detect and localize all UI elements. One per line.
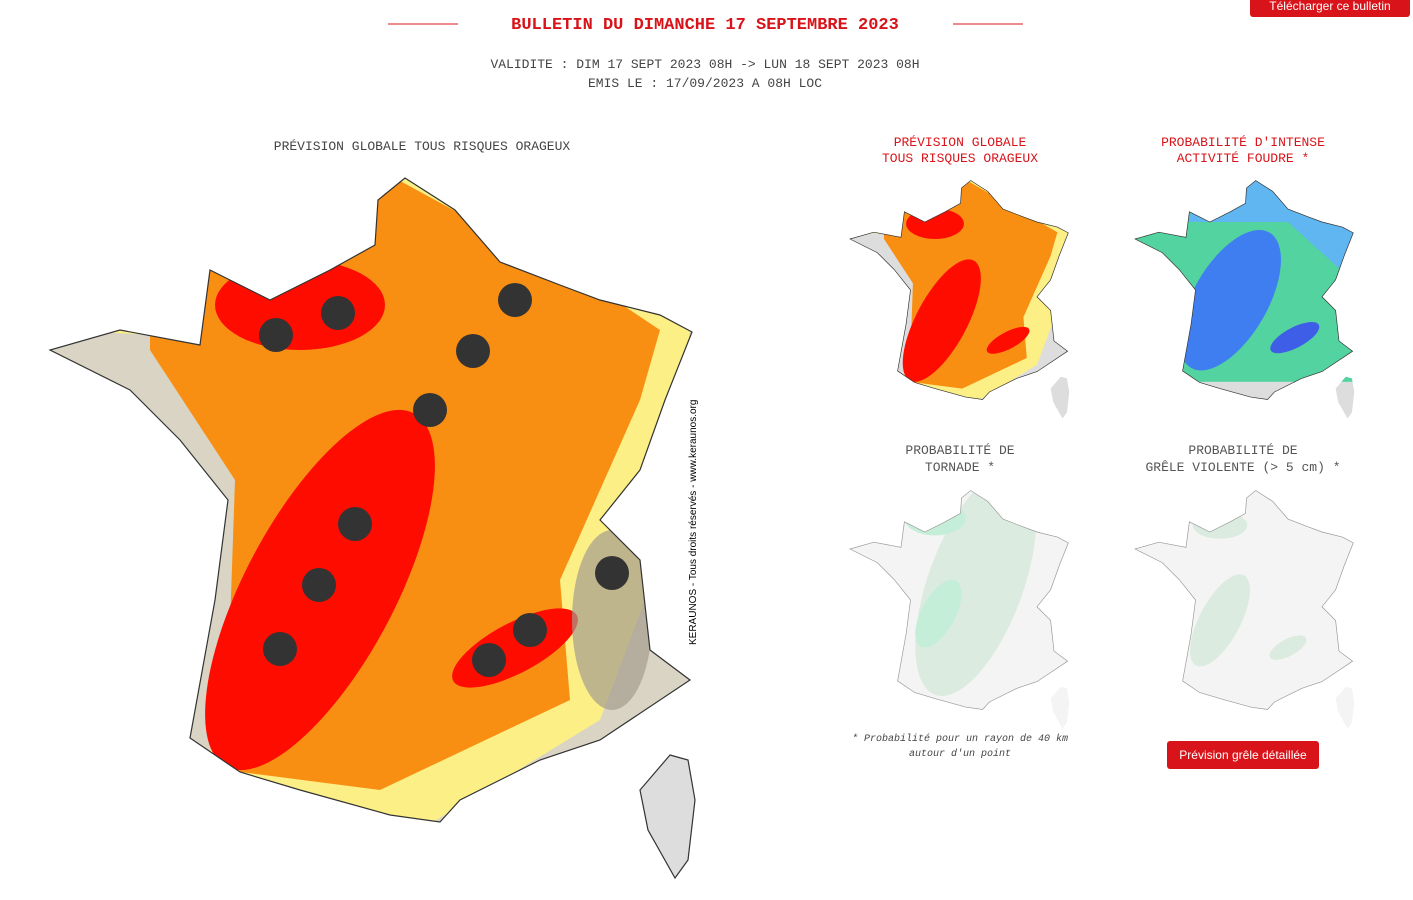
small-map-title: GRÊLE VIOLENTE (> 5 cm) *: [1145, 460, 1340, 475]
small-map-lightning: [1134, 180, 1355, 419]
small-map-title: TORNADE *: [925, 460, 995, 475]
note: autour d'un point: [909, 748, 1011, 760]
small-map-title: PROBABILITÉ DE: [905, 443, 1014, 458]
note: * Probabilité pour un rayon de 40 km: [852, 733, 1068, 745]
hail-button[interactable]: Prévision grêle détaillée: [1167, 741, 1319, 769]
watermark: KERAUNOS - Tous droits réservés - www.ke…: [688, 400, 699, 645]
small-map-global: [849, 180, 1070, 419]
small-map-tornado: [849, 490, 1070, 729]
download-button[interactable]: Télécharger ce bulletin: [1250, 0, 1410, 17]
small-map-title: ACTIVITÉ FOUDRE *: [1177, 151, 1310, 166]
small-map-title: PROBABILITÉ DE: [1188, 443, 1297, 458]
small-map-title: TOUS RISQUES ORAGEUX: [882, 151, 1038, 166]
map-title: PRÉVISION GLOBALE TOUS RISQUES ORAGEUX: [274, 139, 571, 154]
small-map-title: PROBABILITÉ D'INTENSE: [1161, 135, 1325, 150]
issued: EMIS LE : 17/09/2023 A 08H LOC: [588, 76, 822, 91]
small-map-title: PRÉVISION GLOBALE: [894, 135, 1027, 150]
weather-icons: [259, 283, 629, 677]
small-map-hail: [1134, 490, 1355, 729]
validity: VALIDITE : DIM 17 SEPT 2023 08H -> LUN 1…: [490, 57, 919, 72]
bulletin-title: BULLETIN DU DIMANCHE 17 SEPTEMBRE 2023: [511, 16, 899, 35]
